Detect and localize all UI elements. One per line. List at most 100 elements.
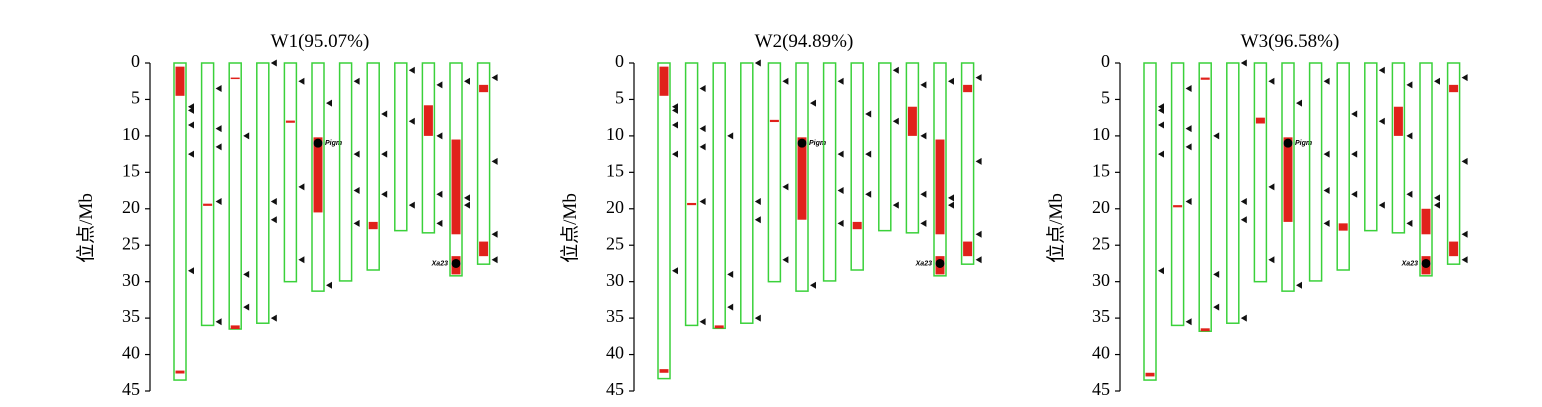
marker-arrow xyxy=(1268,77,1275,85)
introgression-segment xyxy=(687,202,697,206)
marker-arrow xyxy=(1378,201,1385,209)
marker-arrow xyxy=(672,267,678,275)
marker-arrow xyxy=(1268,183,1275,191)
introgression-segment xyxy=(1283,137,1293,222)
gene-dot xyxy=(1283,138,1293,148)
marker-arrow xyxy=(270,216,277,224)
chromosome xyxy=(1336,62,1350,271)
introgression-segment xyxy=(1145,372,1155,377)
marker-arrow xyxy=(188,121,194,129)
marker-arrow xyxy=(1158,267,1164,275)
marker-arrow xyxy=(1461,230,1468,238)
marker-arrow xyxy=(353,77,360,85)
marker-arrow xyxy=(892,201,899,209)
marker-arrow xyxy=(699,197,706,205)
marker-arrow xyxy=(865,150,872,158)
marker-arrow xyxy=(326,281,332,289)
y-tick-label: 30 xyxy=(1092,270,1110,290)
marker-arrow xyxy=(1158,150,1164,158)
marker-arrow xyxy=(353,150,360,158)
y-tick-label: 15 xyxy=(1092,160,1110,180)
y-tick-label: 10 xyxy=(122,124,140,144)
marker-arrow xyxy=(1185,197,1192,205)
introgression-segment xyxy=(368,221,378,230)
y-tick-label: 15 xyxy=(606,160,624,180)
y-tick-label: 45 xyxy=(606,379,624,399)
chromosome xyxy=(740,62,754,324)
marker-arrow xyxy=(837,187,844,195)
marker-arrow xyxy=(810,281,816,289)
introgression-segment xyxy=(907,106,917,136)
chromosome xyxy=(657,62,671,380)
chromosome xyxy=(394,62,408,232)
marker-arrow xyxy=(727,303,734,311)
gene-dot xyxy=(1421,258,1431,268)
marker-arrow xyxy=(892,117,899,125)
marker-arrow xyxy=(865,110,872,118)
marker-arrow xyxy=(699,318,706,326)
marker-arrow xyxy=(1185,318,1192,326)
marker-arrow xyxy=(975,157,982,165)
introgression-segment xyxy=(1173,205,1183,208)
y-tick-label: 45 xyxy=(122,379,140,399)
marker-arrow xyxy=(948,201,954,209)
marker-arrow xyxy=(782,183,789,191)
chromosome xyxy=(1308,62,1323,282)
introgression-segment xyxy=(659,66,669,96)
panel-title: W2(94.89%) xyxy=(755,31,854,52)
panel-title: W1(95.07%) xyxy=(271,31,370,52)
marker-arrow xyxy=(782,256,789,264)
marker-arrow xyxy=(1461,157,1468,165)
marker-arrow xyxy=(326,99,332,107)
introgression-segment xyxy=(852,221,862,230)
y-tick-label: 30 xyxy=(122,270,140,290)
y-tick-label: 20 xyxy=(122,197,140,217)
introgression-segment xyxy=(1200,328,1210,332)
chromosome xyxy=(933,62,947,277)
y-tick-label: 30 xyxy=(606,270,624,290)
marker-arrow xyxy=(1240,216,1247,224)
chromosome xyxy=(960,62,975,265)
chromosome xyxy=(256,62,270,324)
introgression-segment xyxy=(769,119,779,123)
marker-arrow xyxy=(491,256,498,264)
marker-arrow xyxy=(1434,194,1440,202)
y-tick-label: 20 xyxy=(1092,197,1110,217)
marker-arrow xyxy=(243,303,250,311)
marker-arrow xyxy=(837,150,844,158)
marker-arrow xyxy=(298,183,305,191)
y-tick-label: 5 xyxy=(131,88,140,108)
introgression-segment xyxy=(1200,77,1210,80)
y-axis-label: 位点/Mb xyxy=(75,193,97,263)
introgression-segment xyxy=(479,84,489,93)
marker-arrow xyxy=(1406,190,1413,198)
y-tick-label: 25 xyxy=(122,233,140,253)
introgression-segment xyxy=(1449,241,1459,257)
chromosome xyxy=(1143,62,1157,381)
y-tick-label: 0 xyxy=(1101,51,1110,71)
marker-arrow xyxy=(1240,314,1247,322)
marker-arrow xyxy=(188,267,194,275)
introgression-segment xyxy=(313,137,323,213)
marker-arrow xyxy=(353,219,360,227)
gene-dot xyxy=(797,138,807,148)
marker-arrow xyxy=(1158,121,1164,129)
gene-label: Pigm xyxy=(1295,140,1312,147)
gene-dot xyxy=(451,258,461,268)
marker-arrow xyxy=(408,201,415,209)
chromosome xyxy=(1198,62,1212,332)
chromosome xyxy=(228,62,242,330)
marker-arrow xyxy=(243,132,250,140)
chromosome xyxy=(1419,62,1433,277)
y-tick-label: 35 xyxy=(1092,306,1110,326)
marker-arrow xyxy=(215,318,222,326)
marker-arrow xyxy=(672,150,678,158)
marker-arrow xyxy=(298,256,305,264)
chromosome xyxy=(200,62,215,327)
y-tick-label: 25 xyxy=(606,233,624,253)
chromosome xyxy=(449,62,463,277)
marker-arrow xyxy=(408,66,415,74)
marker-arrow xyxy=(215,85,222,93)
introgression-segment xyxy=(1449,84,1459,93)
marker-arrow xyxy=(1434,201,1440,209)
